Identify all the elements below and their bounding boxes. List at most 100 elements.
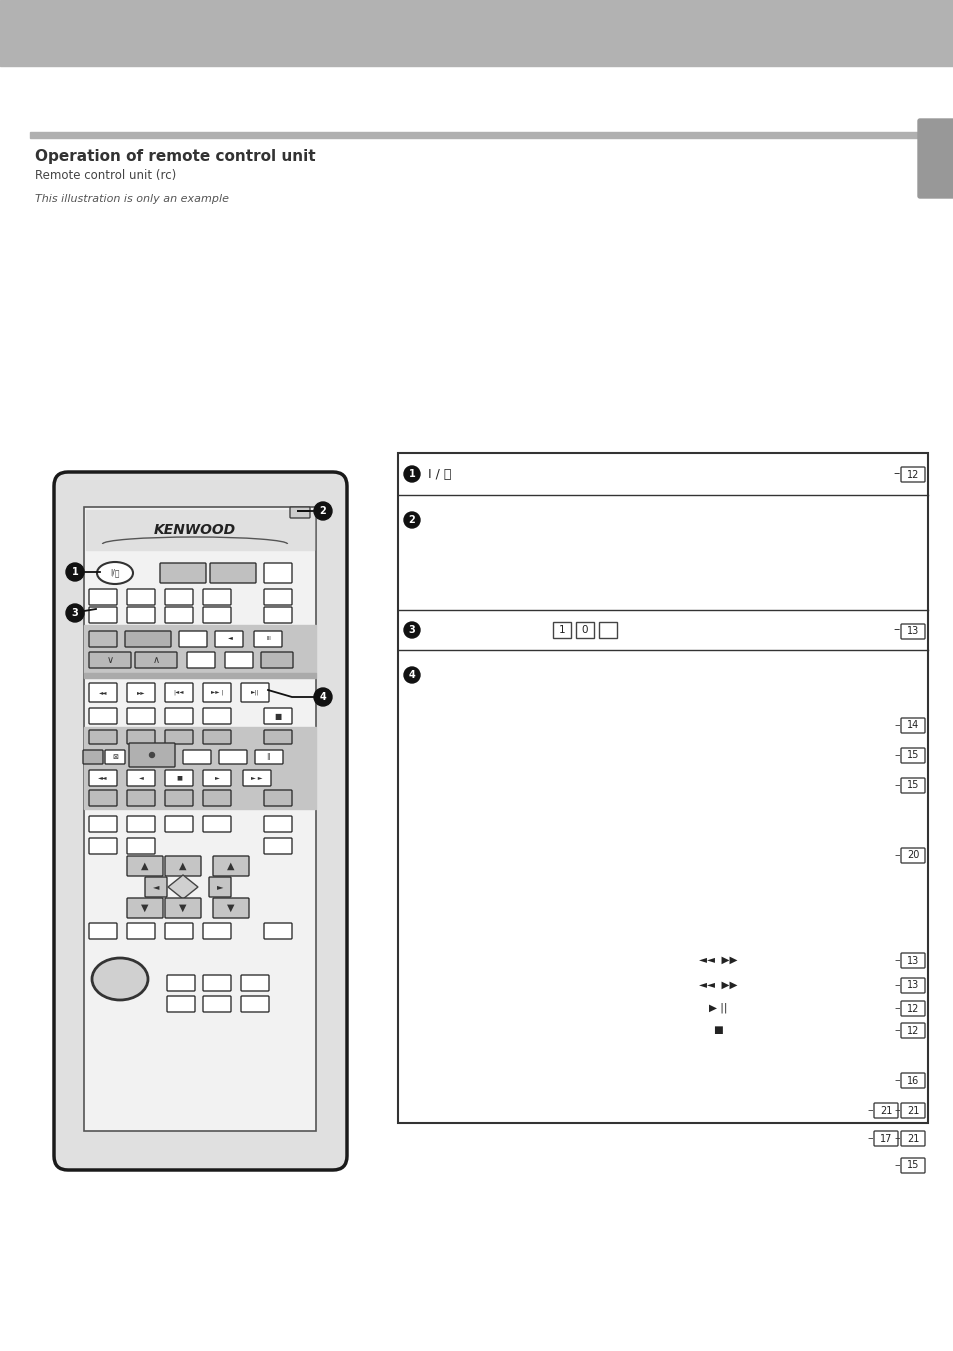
FancyBboxPatch shape bbox=[203, 923, 231, 939]
FancyBboxPatch shape bbox=[89, 684, 117, 703]
FancyBboxPatch shape bbox=[129, 743, 174, 767]
Text: ►: ► bbox=[216, 882, 223, 892]
Text: ◄◄  ▶▶: ◄◄ ▶▶ bbox=[698, 979, 737, 990]
Text: ◄◄: ◄◄ bbox=[99, 690, 107, 694]
Text: ◄: ◄ bbox=[138, 775, 143, 781]
Text: ■: ■ bbox=[176, 775, 182, 781]
FancyBboxPatch shape bbox=[127, 923, 154, 939]
FancyBboxPatch shape bbox=[214, 631, 243, 647]
FancyBboxPatch shape bbox=[253, 631, 282, 647]
Bar bbox=[84, 727, 315, 809]
Text: –: – bbox=[893, 720, 899, 730]
Text: 12: 12 bbox=[906, 1004, 919, 1013]
Text: 21: 21 bbox=[906, 1105, 919, 1116]
Text: –: – bbox=[893, 955, 899, 965]
Text: 2: 2 bbox=[408, 515, 415, 526]
Text: 12: 12 bbox=[906, 470, 919, 480]
Text: 3: 3 bbox=[408, 626, 415, 635]
FancyBboxPatch shape bbox=[89, 770, 117, 786]
FancyBboxPatch shape bbox=[900, 1023, 924, 1038]
FancyBboxPatch shape bbox=[165, 923, 193, 939]
FancyBboxPatch shape bbox=[167, 975, 194, 992]
Text: ∧: ∧ bbox=[152, 655, 159, 665]
FancyBboxPatch shape bbox=[900, 717, 924, 734]
Text: –: – bbox=[893, 750, 899, 761]
Text: ▼: ▼ bbox=[141, 902, 149, 913]
FancyBboxPatch shape bbox=[209, 877, 231, 897]
FancyBboxPatch shape bbox=[900, 978, 924, 993]
Polygon shape bbox=[168, 875, 198, 898]
FancyBboxPatch shape bbox=[165, 816, 193, 832]
Text: 1: 1 bbox=[558, 626, 565, 635]
FancyBboxPatch shape bbox=[165, 770, 193, 786]
Circle shape bbox=[314, 688, 332, 707]
FancyBboxPatch shape bbox=[203, 770, 231, 786]
Bar bbox=[553, 621, 571, 638]
FancyBboxPatch shape bbox=[264, 838, 292, 854]
FancyBboxPatch shape bbox=[105, 750, 125, 765]
Text: ▲: ▲ bbox=[179, 861, 187, 871]
FancyBboxPatch shape bbox=[135, 653, 177, 667]
FancyBboxPatch shape bbox=[203, 975, 231, 992]
Text: –: – bbox=[893, 624, 899, 636]
Text: ■: ■ bbox=[713, 1025, 722, 1035]
FancyBboxPatch shape bbox=[210, 563, 255, 584]
FancyBboxPatch shape bbox=[89, 607, 117, 623]
Text: 20: 20 bbox=[906, 851, 919, 861]
FancyBboxPatch shape bbox=[900, 952, 924, 969]
FancyBboxPatch shape bbox=[127, 730, 154, 744]
FancyBboxPatch shape bbox=[203, 684, 231, 703]
FancyBboxPatch shape bbox=[165, 857, 201, 875]
Text: ►► |: ►► | bbox=[211, 690, 223, 696]
FancyBboxPatch shape bbox=[241, 684, 269, 703]
FancyBboxPatch shape bbox=[900, 467, 924, 482]
FancyBboxPatch shape bbox=[203, 816, 231, 832]
Text: 21: 21 bbox=[879, 1105, 891, 1116]
Text: –: – bbox=[893, 1161, 899, 1170]
Circle shape bbox=[314, 503, 332, 520]
FancyBboxPatch shape bbox=[145, 877, 167, 897]
Text: 15: 15 bbox=[906, 781, 919, 790]
Text: I/⏻: I/⏻ bbox=[111, 569, 120, 577]
Bar bbox=[86, 509, 314, 550]
FancyBboxPatch shape bbox=[54, 471, 347, 1170]
FancyBboxPatch shape bbox=[203, 589, 231, 605]
Text: ►►: ►► bbox=[136, 690, 145, 694]
Text: 1: 1 bbox=[71, 567, 78, 577]
Text: 15: 15 bbox=[906, 1161, 919, 1170]
FancyBboxPatch shape bbox=[127, 708, 154, 724]
Bar bbox=[84, 626, 315, 673]
Text: KENWOOD: KENWOOD bbox=[153, 523, 235, 536]
FancyBboxPatch shape bbox=[165, 790, 193, 807]
FancyBboxPatch shape bbox=[264, 589, 292, 605]
Text: ||: || bbox=[266, 754, 271, 761]
Bar bbox=[598, 621, 617, 638]
FancyBboxPatch shape bbox=[165, 730, 193, 744]
Text: 12: 12 bbox=[906, 1025, 919, 1035]
Text: 14: 14 bbox=[906, 720, 918, 731]
Text: –: – bbox=[893, 1133, 899, 1143]
Text: |◄◄: |◄◄ bbox=[173, 690, 184, 696]
Bar bbox=[84, 507, 315, 1131]
Bar bbox=[0, 0, 953, 66]
Text: –: – bbox=[893, 1075, 899, 1085]
Text: ■: ■ bbox=[274, 712, 281, 720]
Text: –: – bbox=[866, 1105, 872, 1115]
Circle shape bbox=[403, 667, 419, 684]
FancyBboxPatch shape bbox=[900, 848, 924, 863]
Text: ► ►: ► ► bbox=[251, 775, 262, 781]
FancyBboxPatch shape bbox=[127, 857, 163, 875]
FancyBboxPatch shape bbox=[873, 1131, 897, 1146]
Circle shape bbox=[403, 621, 419, 638]
Circle shape bbox=[403, 466, 419, 482]
Text: ∨: ∨ bbox=[107, 655, 113, 665]
FancyBboxPatch shape bbox=[165, 589, 193, 605]
FancyBboxPatch shape bbox=[183, 750, 211, 765]
FancyBboxPatch shape bbox=[290, 507, 310, 517]
FancyBboxPatch shape bbox=[900, 778, 924, 793]
FancyBboxPatch shape bbox=[213, 857, 249, 875]
Circle shape bbox=[66, 563, 84, 581]
FancyBboxPatch shape bbox=[900, 1131, 924, 1146]
FancyBboxPatch shape bbox=[203, 996, 231, 1012]
Circle shape bbox=[66, 604, 84, 621]
